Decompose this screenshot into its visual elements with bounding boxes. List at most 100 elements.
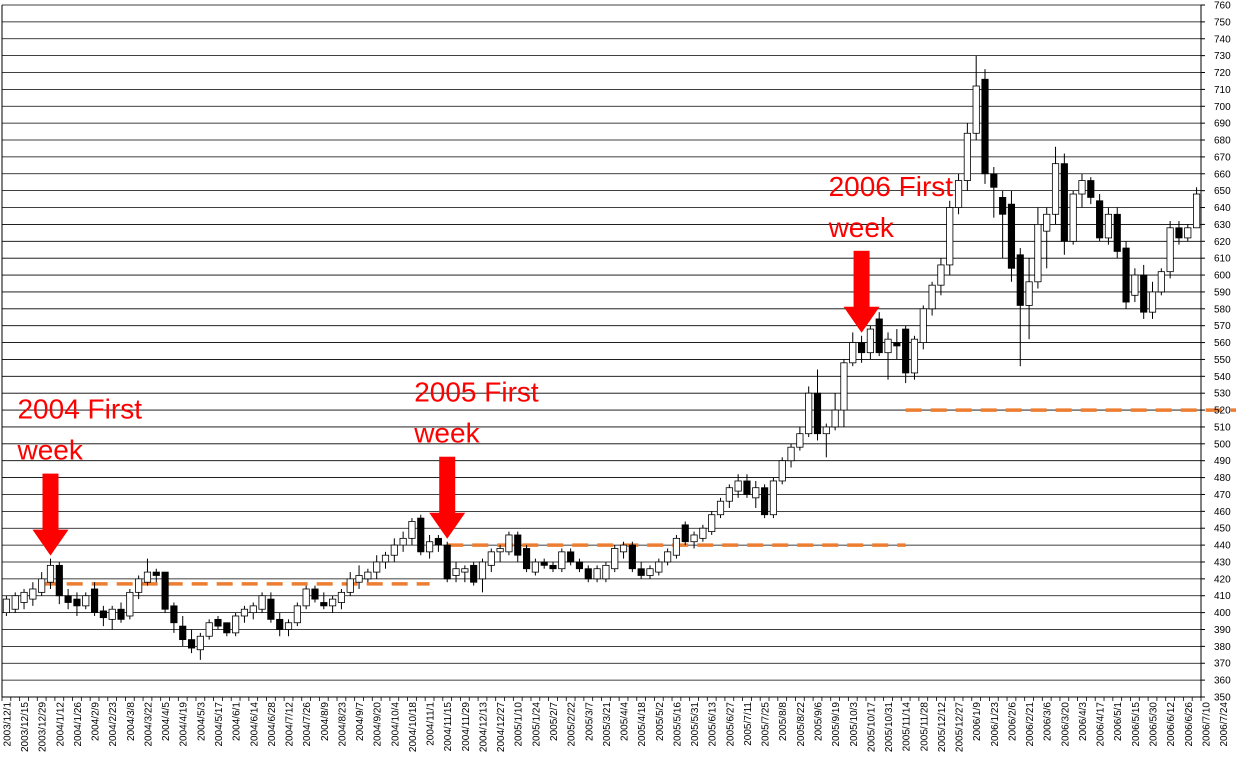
x-tick-label: 2004/6/28 — [267, 702, 278, 747]
annotation-text: 2004 First — [17, 394, 142, 425]
y-tick-label: 690 — [1214, 119, 1231, 130]
y-tick-label: 680 — [1214, 136, 1231, 147]
candle-body — [1157, 271, 1165, 293]
x-tick-label: 2004/5/17 — [214, 702, 225, 747]
candle-body — [531, 561, 539, 573]
candle-body — [999, 197, 1007, 215]
y-tick-label: 760 — [1214, 1, 1231, 12]
x-tick-label: 2003/12/15 — [20, 702, 31, 752]
candle-body — [937, 264, 945, 286]
y-tick-label: 640 — [1214, 203, 1231, 214]
candle-body — [514, 534, 522, 556]
candle-body — [1016, 254, 1024, 306]
x-tick-label: 2006/1/23 — [990, 702, 1001, 747]
y-tick-label: 350 — [1214, 693, 1231, 704]
y-tick-label: 420 — [1214, 574, 1231, 585]
x-tick-label: 2004/12/27 — [496, 702, 507, 752]
axes — [1, 4, 1205, 701]
x-tick-label: 2005/6/13 — [708, 702, 719, 747]
y-tick-label: 650 — [1214, 186, 1231, 197]
candle-body — [1131, 274, 1139, 296]
candle-body — [399, 537, 407, 546]
x-tick-label: 2004/4/19 — [179, 702, 190, 747]
y-tick-label: 440 — [1214, 541, 1231, 552]
candle-body — [496, 548, 504, 553]
y-tick-label: 620 — [1214, 237, 1231, 248]
y-tick-label: 550 — [1214, 355, 1231, 366]
candle-body — [1193, 193, 1201, 229]
candle-body — [981, 78, 989, 175]
y-tick-label: 460 — [1214, 507, 1231, 518]
candle-body — [214, 618, 222, 627]
candle-body — [434, 537, 442, 546]
candle-body — [1140, 274, 1148, 313]
candle-body — [769, 480, 777, 516]
candle-body — [90, 588, 99, 614]
candle-body — [1184, 227, 1192, 239]
x-tick-label: 2006/3/20 — [1060, 702, 1071, 747]
candle-body — [972, 85, 980, 134]
candle-body — [805, 392, 813, 435]
candle-body — [708, 514, 716, 532]
candle-body — [628, 544, 636, 570]
candle-body — [249, 605, 257, 614]
x-tick-label: 2004/11/15 — [443, 702, 454, 752]
candle-body — [716, 500, 725, 516]
y-tick-label: 660 — [1214, 169, 1231, 180]
reference-lines — [41, 408, 1236, 586]
candle-body — [778, 460, 786, 482]
x-tick-label: 2004/5/3 — [196, 702, 207, 741]
y-tick-label: 540 — [1214, 372, 1231, 383]
candle-body — [135, 578, 143, 593]
candle-body — [1025, 281, 1033, 306]
candle-body — [910, 338, 919, 374]
candle-body — [355, 575, 363, 583]
candle-body — [655, 561, 663, 573]
candle-body — [478, 561, 487, 580]
x-tick-label: 2004/8/23 — [337, 702, 348, 747]
candle-body — [505, 534, 513, 553]
candle-body — [108, 608, 116, 620]
x-tick-label: 2005/6/27 — [725, 702, 736, 747]
candle-body — [196, 635, 204, 651]
candle-body — [408, 521, 416, 539]
candle-body — [619, 544, 628, 553]
y-tick-label: 400 — [1214, 608, 1231, 619]
y-tick-label: 750 — [1214, 17, 1231, 28]
candle-body — [1148, 291, 1157, 313]
candle-body — [690, 534, 698, 543]
candle-body — [267, 598, 275, 620]
y-tick-label: 520 — [1214, 406, 1231, 417]
x-tick-label: 2006/4/3 — [1078, 702, 1089, 741]
x-tick-label: 2004/3/22 — [143, 702, 154, 747]
candle-body — [884, 338, 892, 354]
candle-body — [205, 622, 213, 637]
candle-body — [64, 595, 72, 603]
candle-body — [549, 564, 557, 570]
candle-body — [1087, 180, 1095, 198]
candle-body — [302, 588, 310, 607]
candle-body — [55, 564, 63, 597]
candle-body — [1078, 180, 1086, 195]
x-tick-label: 2004/2/23 — [108, 702, 119, 747]
candle-body — [293, 605, 301, 624]
x-tick-label: 2005/7/25 — [761, 702, 772, 747]
x-tick-label: 2005/5/31 — [690, 702, 701, 747]
x-tick-label: 2005/10/31 — [884, 702, 895, 752]
x-tick-label: 2004/6/14 — [249, 702, 260, 747]
x-tick-label: 2005/12/12 — [937, 702, 948, 752]
candle-body — [232, 615, 240, 634]
x-tick-labels: 2003/12/1 2003/12/15 2003/12/29 2004/1/12 20… — [2, 702, 1230, 752]
candle-body — [1060, 163, 1068, 242]
arrow-shaft — [439, 456, 456, 514]
y-tick-label: 590 — [1214, 287, 1231, 298]
candle-body — [38, 578, 46, 593]
candle-body — [593, 568, 601, 580]
candle-body — [575, 561, 584, 570]
candle-body — [276, 618, 284, 630]
annotation-text: week — [828, 212, 895, 243]
y-tick-label: 510 — [1214, 422, 1231, 433]
x-tick-label: 2004/9/7 — [355, 702, 366, 741]
x-tick-label: 2004/3/8 — [126, 702, 137, 741]
